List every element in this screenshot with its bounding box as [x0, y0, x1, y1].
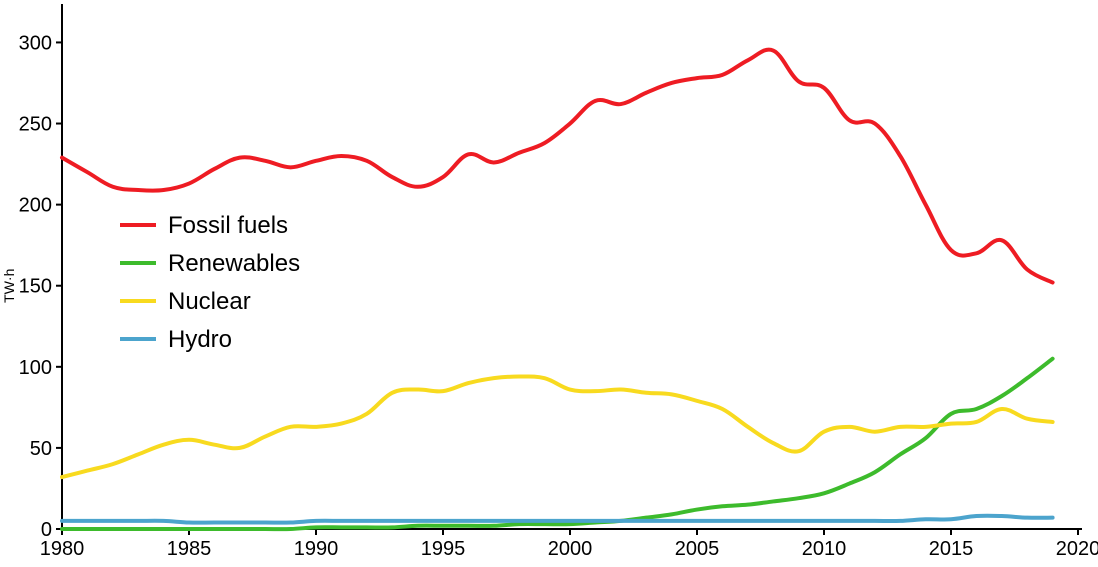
series-nuclear: [62, 376, 1053, 477]
line-chart: 0501001502002503001980198519901995200020…: [0, 0, 1098, 567]
x-tick-label: 2005: [675, 538, 720, 560]
series-hydro: [62, 516, 1053, 523]
chart-svg: 0501001502002503001980198519901995200020…: [0, 0, 1098, 567]
x-tick-label: 1980: [40, 538, 85, 560]
y-tick-label: 100: [19, 357, 52, 379]
y-tick-label: 300: [19, 32, 52, 54]
legend-label: Fossil fuels: [168, 212, 288, 239]
x-tick-label: 1990: [294, 538, 339, 560]
legend-label: Hydro: [168, 326, 232, 353]
y-tick-label: 150: [19, 276, 52, 298]
y-tick-label: 50: [30, 438, 52, 460]
x-tick-label: 1995: [421, 538, 466, 560]
x-tick-label: 2000: [548, 538, 593, 560]
series-fossil-fuels: [62, 50, 1053, 283]
y-tick-label: 250: [19, 114, 52, 136]
legend-label: Nuclear: [168, 288, 251, 315]
y-axis-title: TW·h: [1, 269, 17, 303]
x-tick-label: 2015: [929, 538, 974, 560]
y-tick-label: 200: [19, 195, 52, 217]
x-tick-label: 2020: [1056, 538, 1098, 560]
legend-label: Renewables: [168, 250, 300, 277]
x-tick-label: 1985: [167, 538, 212, 560]
x-tick-label: 2010: [802, 538, 847, 560]
